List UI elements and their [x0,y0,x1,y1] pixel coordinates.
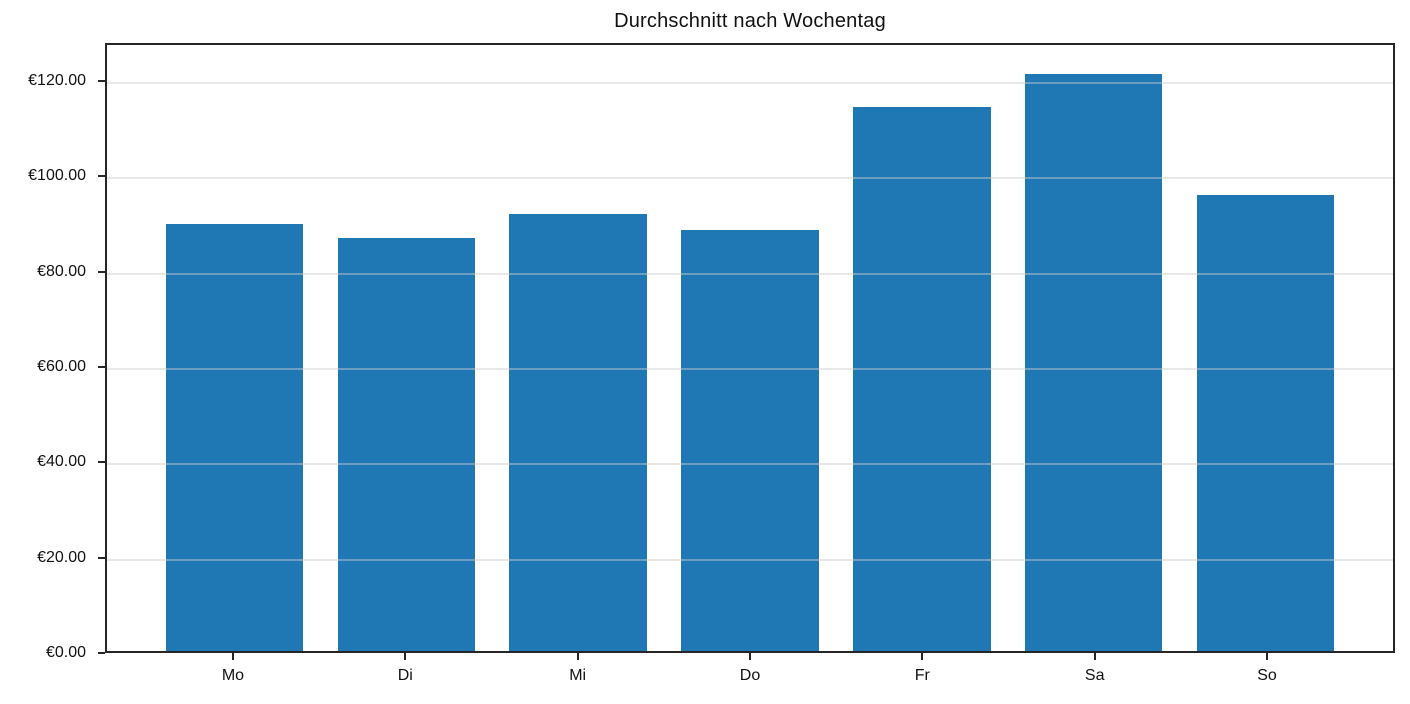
x-tick-mark [231,653,234,660]
bar-Mi [509,213,647,651]
y-tick-label: €100.00 [28,167,86,185]
y-tick-mark [98,461,105,464]
bar-Sa [1024,73,1163,651]
bar-Fr [853,107,991,651]
gridline [107,177,1393,180]
bar-Do [681,230,819,651]
x-tick-label: Do [739,667,761,684]
x-tick-mark [921,653,924,660]
x-tick-label: Mo [221,667,245,684]
x-tick-mark [749,653,751,660]
gridline [107,558,1393,561]
x-tick-label: Mi [569,667,587,684]
x-tick-mark [404,653,407,660]
y-tick-mark [98,270,105,273]
y-tick-mark [98,80,105,83]
x-tick-label: Sa [1084,667,1105,684]
gridline [107,368,1393,371]
y-tick-mark [98,366,105,369]
x-tick-mark [1266,653,1269,660]
y-tick-mark [98,556,105,559]
y-tick-label: €20.00 [37,548,86,566]
chart-title: Durchschnitt nach Wochentag [614,10,886,32]
x-tick-mark [576,653,579,660]
x-tick-label: Di [397,667,413,684]
gridline [107,82,1393,85]
y-tick-mark [98,652,105,654]
bar-Mo [165,223,304,651]
y-tick-label: €40.00 [37,453,86,471]
x-tick-mark [1093,653,1096,660]
y-tick-label: €80.00 [37,262,86,280]
y-tick-label: €0.00 [45,644,86,661]
y-tick-label: €60.00 [37,358,86,376]
gridline [107,463,1393,466]
x-tick-label: So [1257,667,1277,684]
y-tick-label: €120.00 [28,72,86,90]
x-tick-label: Fr [914,667,930,684]
bar-So [1196,194,1335,651]
gridline [107,272,1393,275]
y-tick-mark [98,175,105,178]
bar-Di [337,238,476,651]
plot-area [105,43,1395,653]
